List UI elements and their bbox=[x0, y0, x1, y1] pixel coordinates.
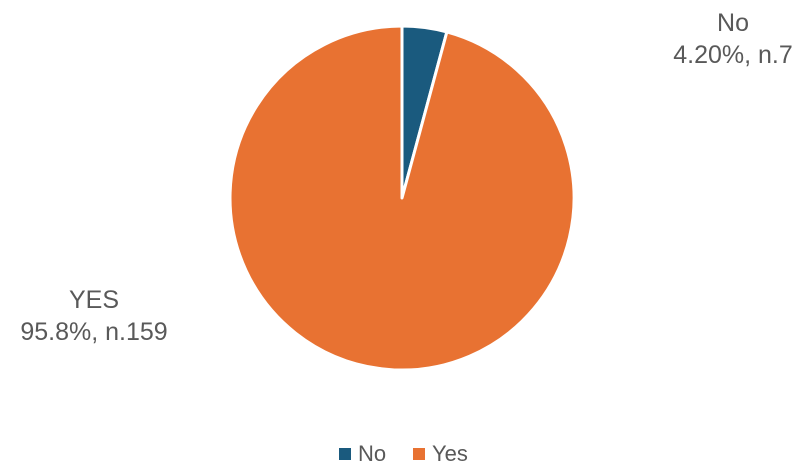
data-labels: No 4.20%, n.7 YES 95.8%, n.159 bbox=[20, 9, 792, 346]
data-label-no-category: No bbox=[717, 9, 749, 37]
pie-slice-yes bbox=[228, 24, 576, 372]
pie-slices bbox=[228, 24, 576, 372]
data-label-yes-value: 95.8%, n.159 bbox=[20, 318, 167, 346]
legend: No Yes bbox=[339, 441, 468, 466]
data-label-yes-category: YES bbox=[69, 286, 119, 314]
legend-label-no: No bbox=[358, 441, 386, 466]
legend-label-yes: Yes bbox=[432, 441, 468, 466]
data-label-no-value: 4.20%, n.7 bbox=[673, 41, 793, 69]
legend-swatch-no bbox=[339, 448, 351, 460]
legend-swatch-yes bbox=[413, 448, 425, 460]
